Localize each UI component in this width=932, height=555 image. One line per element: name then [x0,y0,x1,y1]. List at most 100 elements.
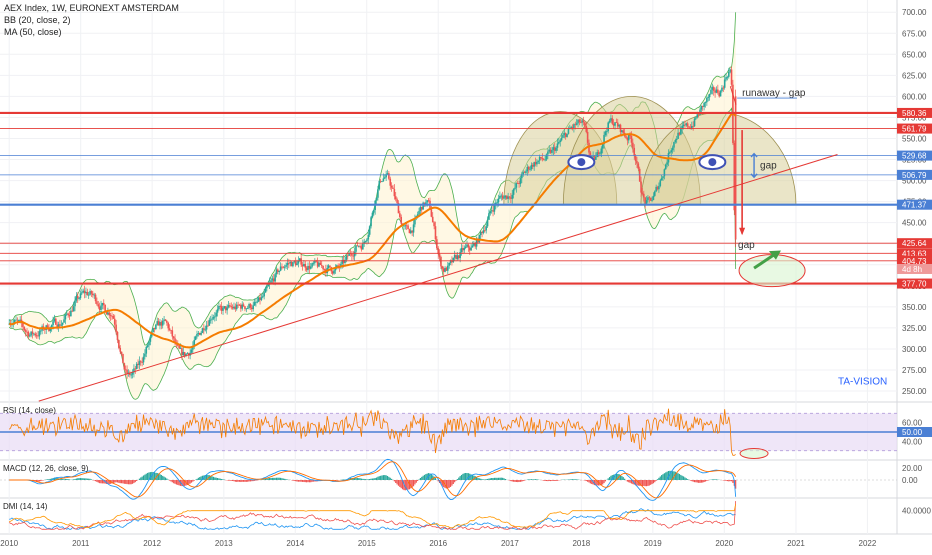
macd-histogram-bar [497,478,498,480]
macd-histogram-bar [217,478,218,480]
candle-body [352,256,354,257]
candle-body [217,309,219,312]
macd-histogram-bar [529,479,530,480]
macd-histogram-bar [144,475,145,480]
candle-body [676,139,678,140]
candle-body [354,252,356,257]
macd-histogram-bar [651,480,652,484]
candle-body [110,315,112,316]
macd-histogram-bar [706,480,707,481]
macd-histogram-bar [588,480,589,482]
macd-histogram-bar [645,480,646,486]
candle-body [67,314,69,315]
macd-histogram-bar [283,479,284,480]
macd-histogram-bar [381,475,382,480]
candle-body [304,264,306,268]
macd-tick-label: 0.00 [902,476,918,485]
macd-histogram-bar [305,480,306,482]
candle-body [420,207,422,211]
candle-body [503,197,505,198]
candle-body [487,220,489,227]
candle-body [277,269,279,272]
candle-body [307,266,309,270]
candle-body [579,120,581,123]
macd-histogram-bar [120,480,121,483]
candle-body [653,196,655,200]
macd-histogram-bar [413,480,414,486]
candle-body [709,94,711,97]
candle-body [605,131,607,135]
macd-histogram-bar [62,479,63,480]
macd-histogram-bar [124,480,125,484]
macd-histogram-bar [355,478,356,480]
macd-histogram-bar [190,480,191,484]
time-tick-label: 2010 [0,539,18,548]
macd-histogram-bar [244,480,245,482]
macd-histogram-bar [85,478,86,480]
macd-histogram-bar [79,478,80,480]
candle-body [466,244,468,246]
macd-histogram-bar [307,480,308,482]
candle-body [642,193,644,194]
time-tick-label: 2012 [143,539,161,548]
macd-histogram-bar [605,480,606,481]
candle-body [706,98,708,102]
candle-body [303,264,305,266]
candle-body [302,265,304,267]
candle-body [96,301,98,304]
candle-body [254,302,256,305]
candle-body [640,182,642,193]
macd-histogram-bar [166,478,167,480]
macd-histogram-bar [450,480,451,487]
candle-body [547,152,549,155]
candle-body [306,268,308,271]
candle-body [113,316,115,319]
macd-histogram-bar [250,480,251,481]
candle-body [411,231,413,233]
macd-histogram-bar [543,480,544,481]
macd-histogram-bar [603,480,604,483]
macd-histogram-bar [660,476,661,480]
candle-body [236,305,238,309]
macd-histogram-bar [643,480,644,486]
macd-histogram-bar [691,480,692,481]
macd-histogram-bar [366,479,367,480]
macd-histogram-bar [576,479,577,480]
candle-body [631,136,633,143]
macd-histogram-bar [435,478,436,480]
candle-body [502,196,504,199]
price-tick-label: 300.00 [902,345,927,354]
candle-body [295,261,297,265]
candle-body [613,124,615,126]
candle-body [433,222,435,226]
chart-title: AEX Index, 1W, EURONEXT AMSTERDAM [4,3,179,13]
dmi-label: DMI (14, 14) [3,502,48,511]
candle-body [40,331,42,332]
candle-body [274,274,276,281]
candle-body [525,171,527,173]
candle-body [92,294,94,295]
candle-body [522,172,524,174]
candle-body [510,198,512,199]
candle-body [568,129,570,134]
ma-indicator-label: MA (50, close) [4,27,62,37]
dmi-tick-label: 40.0000 [902,507,931,516]
candle-body [621,130,623,132]
candle-body [140,361,142,362]
macd-histogram-bar [117,480,118,482]
candle-body [500,196,502,197]
candle-body [63,319,65,322]
time-tick-label: 2022 [859,539,877,548]
macd-histogram-bar [285,479,286,480]
macd-histogram-bar [369,479,370,480]
candle-body [378,181,380,189]
macd-histogram-bar [73,479,74,480]
candle-body [377,189,379,197]
candle-body [712,87,714,90]
candle-body [650,198,652,201]
macd-histogram-bar [701,480,702,483]
macd-histogram-bar [273,478,274,480]
macd-histogram-bar [69,479,70,480]
